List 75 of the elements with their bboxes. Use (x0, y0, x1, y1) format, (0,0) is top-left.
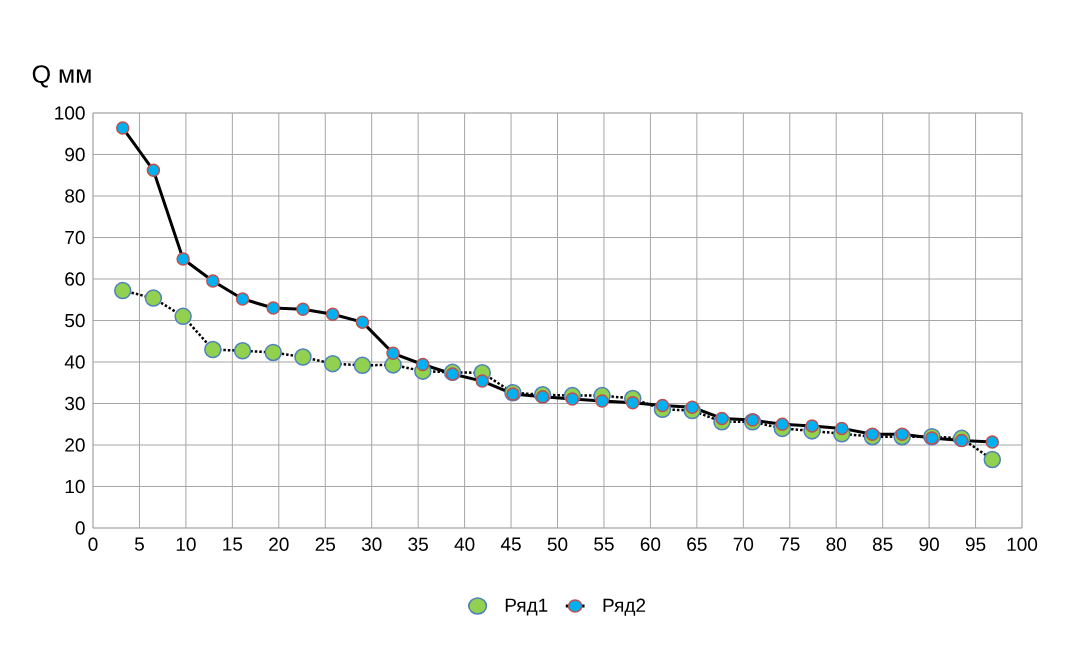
x-tick-label: 100 (1007, 537, 1038, 551)
point (535, 390, 550, 404)
point (835, 421, 849, 436)
point (386, 346, 400, 361)
y-tick-label: 40 (64, 355, 85, 369)
x-tick-label: 50 (547, 537, 568, 551)
point (475, 374, 490, 388)
point (983, 450, 1002, 469)
point (715, 411, 729, 426)
point (416, 357, 430, 372)
point (865, 427, 880, 441)
y-tick-label: 0 (75, 521, 85, 535)
x-tick-label: 70 (733, 537, 754, 551)
point (174, 307, 192, 326)
x-tick-label: 80 (826, 537, 847, 551)
point (506, 387, 520, 401)
x-tick-label: 60 (640, 537, 661, 551)
point (235, 292, 250, 306)
x-tick-label: 5 (134, 537, 144, 551)
legend-label: Ряд1 (505, 598, 548, 616)
y-tick-label: 60 (65, 272, 85, 286)
y-tick-label: 20 (65, 438, 85, 452)
y-tick-label: 80 (65, 189, 85, 203)
point (595, 394, 609, 408)
x-tick-label: 40 (454, 537, 475, 551)
point (115, 121, 130, 135)
point (805, 419, 819, 433)
point (264, 343, 282, 362)
point (294, 348, 312, 366)
point (296, 302, 310, 317)
x-tick-label: 30 (361, 537, 382, 551)
point (266, 301, 280, 315)
point (985, 435, 1000, 449)
point (445, 367, 460, 381)
x-tick-label: 90 (919, 537, 939, 551)
point (954, 433, 969, 448)
point (206, 274, 220, 288)
x-tick-label: 35 (408, 537, 428, 551)
y-tick-label: 90 (65, 147, 85, 162)
point (144, 289, 163, 307)
y-tick-label: 100 (55, 106, 85, 120)
legend-label: Ряд2 (603, 598, 646, 616)
point (146, 163, 161, 178)
point (323, 354, 342, 373)
y-axis-title: Q мм (32, 65, 91, 88)
y-tick-label: 50 (65, 313, 85, 328)
y-tick-label: 10 (65, 479, 85, 494)
point (565, 392, 580, 406)
point (655, 398, 670, 413)
y-tick-label: 70 (65, 230, 85, 245)
point (233, 342, 252, 360)
x-tick-label: 10 (176, 537, 196, 551)
point (113, 281, 132, 300)
point (626, 395, 640, 410)
point (353, 356, 372, 375)
x-tick-label: 45 (500, 537, 521, 551)
x-tick-label: 65 (687, 537, 707, 551)
x-tick-label: 15 (223, 537, 243, 551)
x-tick-label: 95 (965, 537, 986, 551)
x-tick-label: 25 (315, 537, 336, 551)
point (775, 417, 790, 431)
x-tick-label: 55 (594, 537, 614, 551)
point (925, 431, 939, 445)
point (745, 413, 760, 427)
point (355, 315, 370, 329)
point (325, 307, 340, 322)
x-tick-label: 0 (88, 537, 98, 551)
x-tick-label: 20 (269, 537, 289, 551)
point (176, 252, 190, 266)
x-tick-label: 75 (780, 537, 800, 551)
point (685, 400, 699, 414)
point (204, 340, 222, 359)
point (895, 427, 909, 441)
x-tick-label: 85 (872, 537, 893, 551)
y-tick-label: 30 (65, 396, 85, 411)
